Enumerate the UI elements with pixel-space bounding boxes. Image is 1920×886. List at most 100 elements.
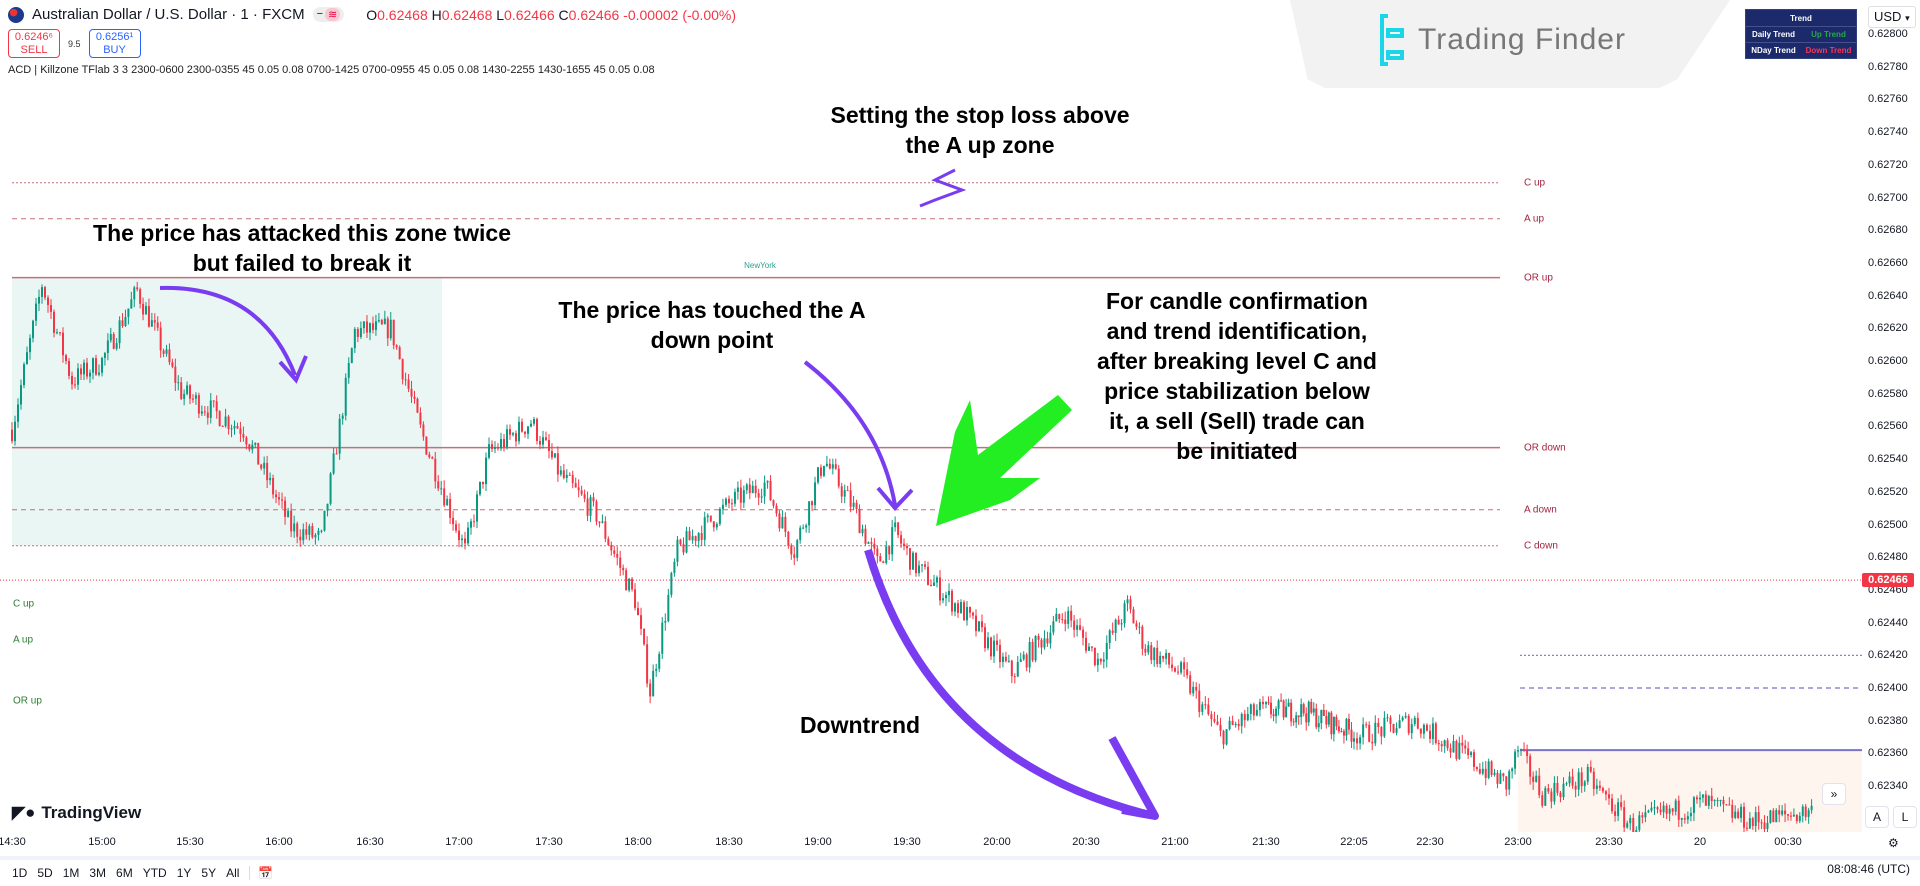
buy-button[interactable]: 0.6256¹ BUY: [88, 29, 141, 58]
candle-body: [284, 500, 287, 517]
candle-body: [1228, 720, 1231, 730]
candle-body: [1335, 716, 1338, 727]
candle-body: [1734, 811, 1737, 818]
candle-body: [879, 556, 882, 562]
candle-body: [127, 308, 130, 318]
candle-body: [1704, 794, 1707, 806]
settings-gear-icon[interactable]: ⚙: [1888, 836, 1899, 850]
candle-body: [601, 521, 604, 523]
candle-body: [124, 317, 127, 326]
price-chart[interactable]: NewYork: [0, 0, 1862, 832]
candle-body: [353, 328, 356, 349]
candle-body: [1713, 800, 1716, 802]
candle-body: [1467, 748, 1470, 756]
scroll-to-realtime-button[interactable]: »: [1822, 783, 1846, 805]
candle-body: [712, 521, 715, 528]
candle-body: [1505, 776, 1508, 790]
range-button-1y[interactable]: 1Y: [176, 866, 192, 880]
symbol-title[interactable]: Australian Dollar / U.S. Dollar · 1 · FX…: [32, 6, 305, 23]
candle-body: [942, 598, 944, 601]
candle-body: [1337, 726, 1340, 732]
candle-body: [147, 306, 150, 327]
candle-body: [1386, 717, 1389, 719]
range-button-5y[interactable]: 5Y: [201, 866, 217, 880]
currency-select[interactable]: USD ▾: [1868, 6, 1916, 28]
candle-body: [1249, 704, 1252, 714]
candle-body: [1114, 619, 1117, 633]
candle-body: [180, 382, 183, 399]
candle-body: [1267, 702, 1270, 704]
candle-body: [814, 482, 817, 506]
candle-body: [1210, 714, 1213, 720]
range-button-1m[interactable]: 1M: [62, 866, 80, 880]
indicator-legend[interactable]: ACD | Killzone TFlab 3 3 2300-0600 2300-…: [8, 64, 655, 76]
candle-body: [1150, 645, 1153, 661]
candle-body: [1810, 805, 1813, 811]
candle-body: [951, 591, 953, 612]
candle-body: [461, 538, 463, 541]
price-tick: 0.62420: [1868, 649, 1908, 662]
range-button-6m[interactable]: 6M: [116, 866, 133, 880]
candle-body: [314, 534, 317, 538]
candle-body: [960, 602, 962, 613]
range-button-all[interactable]: All: [226, 866, 240, 880]
candle-body: [1207, 704, 1210, 715]
tradingview-icon: ◤●: [12, 803, 36, 822]
candle-body: [1070, 610, 1073, 621]
candle-body: [251, 444, 254, 450]
candle-body: [413, 396, 416, 399]
candle-body: [873, 543, 876, 549]
log-scale-button[interactable]: L: [1893, 806, 1917, 828]
candle-body: [1556, 782, 1559, 793]
calendar-icon[interactable]: 📅: [249, 866, 273, 880]
candle-body: [715, 523, 718, 528]
range-button-1d[interactable]: 1D: [12, 866, 28, 880]
candle-body: [811, 501, 814, 506]
candle-body: [864, 528, 867, 544]
candle-body: [171, 362, 174, 367]
candle-body: [1001, 656, 1004, 663]
ohlc-readout: O0.62468 H0.62468 L0.62466 C0.62466 -0.0…: [366, 6, 737, 23]
candle-body: [1201, 704, 1204, 712]
candle-body: [347, 362, 350, 378]
candle-body: [1010, 660, 1013, 677]
tradingview-logo[interactable]: ◤● TradingView: [12, 803, 142, 822]
time-tick: 20: [1693, 836, 1707, 848]
candle-body: [308, 526, 311, 535]
candle-body: [1638, 815, 1641, 830]
candle-body: [203, 411, 206, 413]
candle-body: [670, 572, 673, 595]
candle-body: [218, 411, 221, 426]
range-button-5d[interactable]: 5D: [37, 866, 53, 880]
candle-body: [32, 320, 34, 339]
candle-body: [118, 320, 121, 344]
candle-body: [936, 577, 938, 583]
candle-body: [1493, 772, 1496, 775]
candle-body: [1419, 728, 1422, 734]
candle-body: [1499, 773, 1502, 784]
candle-body: [194, 395, 197, 399]
time-tick: 18:30: [715, 836, 743, 848]
candle-body: [404, 379, 407, 381]
sell-button[interactable]: 0.6246⁶ SELL: [8, 29, 60, 58]
market-status[interactable]: − ≋: [312, 7, 345, 22]
range-button-3m[interactable]: 3M: [89, 866, 107, 880]
candle-body: [416, 398, 419, 413]
candle-body: [772, 500, 775, 506]
candle-body: [1034, 635, 1037, 661]
candle-body: [583, 494, 586, 499]
candle-body: [485, 457, 487, 485]
candle-body: [398, 347, 401, 360]
candle-body: [1425, 724, 1428, 731]
candle-body: [828, 463, 831, 469]
candle-body: [990, 637, 992, 657]
squiggle-arrow: [919, 168, 967, 208]
range-button-ytd[interactable]: YTD: [142, 866, 167, 880]
auto-scale-button[interactable]: A: [1865, 806, 1889, 828]
candle-body: [1108, 630, 1111, 644]
clock[interactable]: 08:08:46 (UTC): [1827, 862, 1910, 876]
candle-body: [1568, 776, 1571, 784]
candle-body: [1807, 810, 1810, 817]
candle-body: [362, 321, 365, 329]
candle-body: [1350, 729, 1353, 742]
